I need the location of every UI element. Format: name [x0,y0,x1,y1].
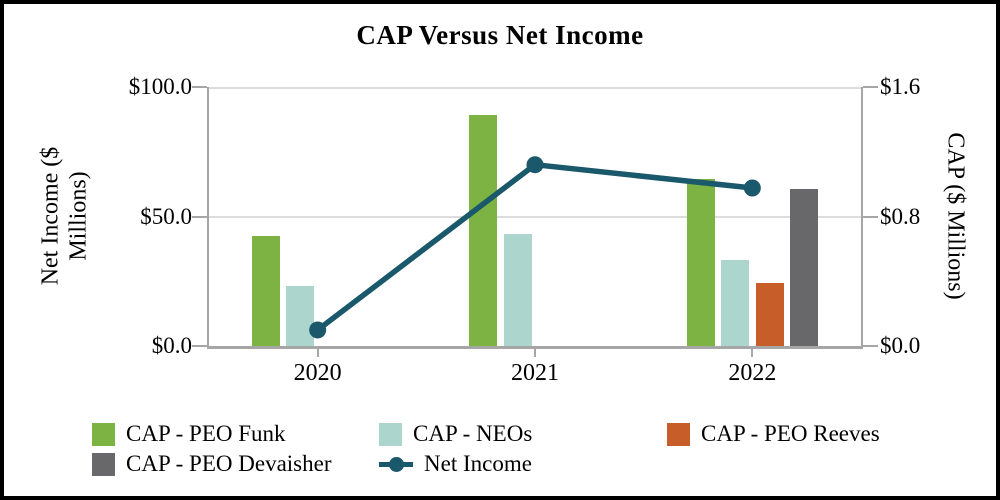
legend-swatch-cap-peo-reeves [667,422,690,446]
x-tick-label-2021: 2021 [511,360,559,386]
net-income-line-series [309,156,761,339]
net-income-marker-2020 [309,321,327,339]
bar-cap-neos-2020 [286,286,315,346]
right-axis-tick [863,345,878,347]
right-axis-tick [863,86,878,88]
legend-item-cap-neos: CAP - NEOs [379,421,532,447]
legend-label-cap-peo-devaisher: CAP - PEO Devaisher [126,451,332,476]
left-axis-tick [192,345,207,347]
legend-net-income-line-marker-icon [379,453,413,476]
chart-title: CAP Versus Net Income [356,20,644,50]
right-axis-tick-label: $0.8 [880,203,921,229]
x-tick-label-2020: 2020 [293,360,342,386]
left-axis-tick [192,86,207,88]
gridline-50 [209,215,861,218]
left-axis-tick-label: $0.0 [151,333,192,358]
legend-item-cap-peo-reeves: CAP - PEO Reeves [667,421,880,447]
plot-area: 2020 2021 2022 [192,86,878,386]
right-axis-line [861,87,863,348]
bar-cap-neos-2021 [503,234,532,346]
net-income-line [316,161,753,333]
net-income-marker-2021 [526,156,544,174]
legend-item-cap-peo-devaisher: CAP - PEO Devaisher [92,451,331,477]
x-axis-line [207,346,863,349]
right-axis-tick [863,215,878,218]
x-tick-label-2022: 2022 [728,360,777,386]
bar-cap-peo-funk-2021 [469,114,498,346]
net-income-marker-2022 [743,179,761,197]
x-axis-tick-2020 [316,349,319,357]
bar-cap-peo-reeves-2022 [755,282,784,346]
legend-label-cap-peo-reeves: CAP - PEO Reeves [701,421,880,446]
bar-cap-peo-funk-2022 [686,179,715,346]
bar-cap-neos-2022 [721,260,750,346]
legend-swatch-cap-peo-devaisher [92,452,115,476]
x-axis-tick-2022 [751,349,754,357]
legend-label-net-income: Net Income [424,451,532,476]
right-axis-tick-label: $1.6 [880,74,921,99]
legend-swatch-cap-neos [379,422,402,446]
x-axis-tick-2021 [534,349,536,357]
left-axis-tick-label: $100.0 [128,74,192,99]
legend-swatch-cap-peo-funk [92,422,115,446]
left-axis-tick-label: $50.0 [140,203,192,229]
bar-cap-peo-funk-2020 [251,235,280,346]
legend-item-net-income: Net Income [379,451,532,477]
gridline-100 [209,87,861,89]
legend-label-cap-neos: CAP - NEOs [413,421,533,446]
bar-cap-peo-devaisher-2022 [790,188,819,346]
legend-item-cap-peo-funk: CAP - PEO Funk [92,421,286,447]
right-axis-tick-label: $0.0 [880,333,921,358]
left-axis-tick [192,215,207,218]
legend-label-cap-peo-funk: CAP - PEO Funk [126,421,286,446]
left-axis-line [207,87,209,348]
